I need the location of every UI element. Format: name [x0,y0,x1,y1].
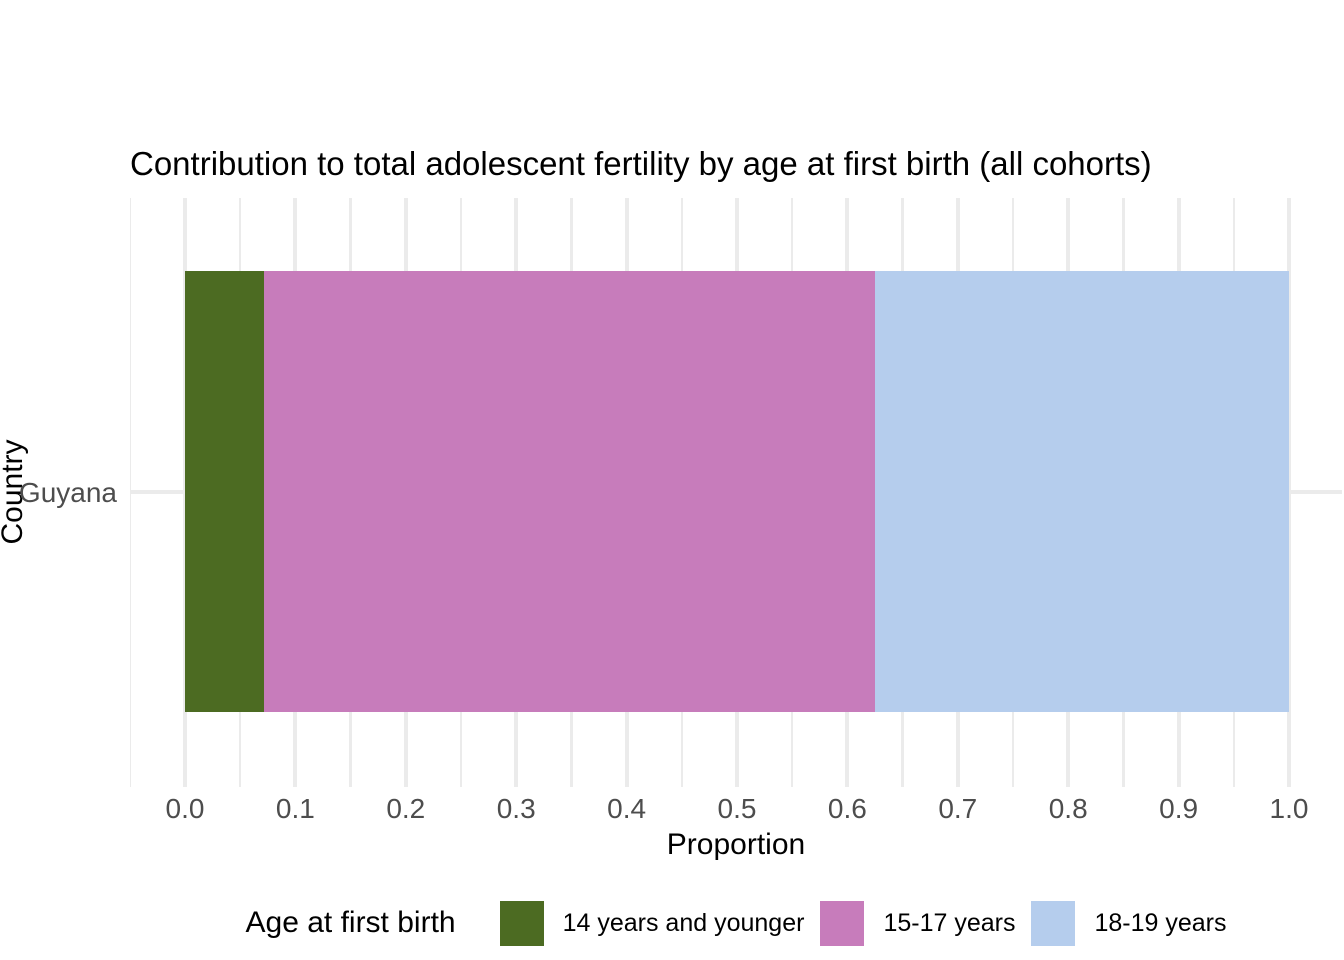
x-tick-label: 0.9 [1159,793,1199,824]
legend-item-label: 14 years and younger [562,908,805,937]
bar-segment-18-19-years [875,271,1289,712]
plot-title: Contribution to total adolescent fertili… [130,145,1152,182]
legend: Age at first birth 14 years and younger … [130,898,1342,948]
plot-panel [130,198,1342,787]
x-tick-label: 0.7 [938,793,978,824]
bar-segment-14-years-and-younger [185,271,265,712]
legend-item-label: 18-19 years [1094,908,1227,937]
x-tick-label: 0.5 [717,793,757,824]
x-tick-label: 1.0 [1269,793,1309,824]
x-tick-label: 0.1 [275,793,315,824]
x-tick-label: 0.4 [607,793,647,824]
legend-item-14-and-younger: 14 years and younger [499,900,805,946]
legend-key-swatch-blue [1031,900,1076,946]
x-tick-label: 0.3 [496,793,536,824]
legend-title: Age at first birth [245,906,456,939]
bar-segment-15-17-years [264,271,875,712]
x-tick-label: 0.8 [1048,793,1088,824]
x-tick-label: 0.2 [386,793,426,824]
x-tick-label: 0.6 [827,793,867,824]
legend-key-swatch-green [499,900,544,946]
legend-item-label: 15-17 years [883,908,1016,937]
legend-item-18-19: 18-19 years [1031,900,1227,946]
x-axis-title: Proportion [666,828,806,861]
x-tick-label: 0.0 [165,793,205,824]
legend-item-15-17: 15-17 years [820,900,1016,946]
y-tick-label-guyana: Guyana [18,477,117,508]
legend-key-swatch-pink [820,900,865,946]
